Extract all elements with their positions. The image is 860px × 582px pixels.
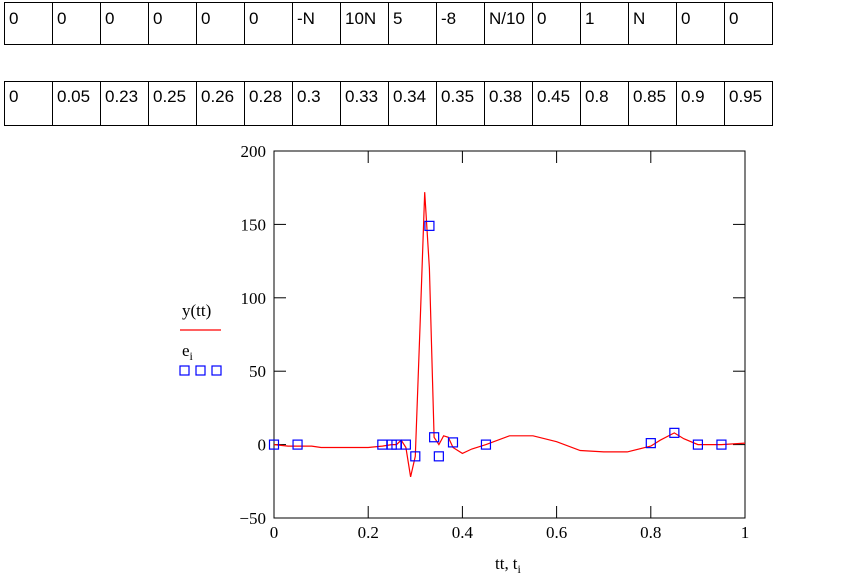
table-cell[interactable]: -8	[436, 2, 485, 45]
data-point-e	[400, 439, 411, 450]
data-point-e	[377, 439, 388, 450]
table-cell[interactable]: 0	[148, 2, 197, 45]
y-tick-label: 50	[249, 362, 266, 381]
table-cell[interactable]: 0.34	[388, 81, 437, 126]
table-cell[interactable]: N	[628, 2, 677, 45]
table-cell[interactable]: 0.85	[628, 81, 677, 126]
y-tick-label: 0	[258, 436, 267, 455]
x-axis-label-sep: ,	[504, 554, 508, 573]
x-axis-label-part2: t	[513, 554, 518, 573]
table-cell[interactable]: 0	[196, 2, 245, 45]
table-cell[interactable]: 0.9	[676, 81, 725, 126]
table-cell[interactable]: 0.23	[100, 81, 149, 126]
x-tick-label: 0.4	[452, 523, 474, 542]
table-cell[interactable]: -N	[292, 2, 341, 45]
values-table-e: 0 0 0 0 0 0 -N 10N 5 -8 N/10 0 1 N 0 0	[4, 2, 773, 45]
y-tick-label: 100	[241, 289, 267, 308]
data-point-e	[292, 439, 303, 450]
legend-points-label: ei	[182, 341, 194, 363]
table-cell[interactable]: 1	[580, 2, 629, 45]
x-tick-label: 0.8	[640, 523, 661, 542]
table-cell[interactable]: 0	[532, 2, 581, 45]
data-point-e	[645, 438, 656, 449]
table-cell[interactable]: 0.3	[292, 81, 341, 126]
table-cell[interactable]: 0.38	[484, 81, 533, 126]
data-point-e	[447, 437, 459, 448]
series-line-y	[273, 192, 746, 478]
x-axis-label-sub: i	[517, 562, 521, 576]
x-tick-label: 1	[741, 523, 750, 542]
data-point-e	[480, 439, 492, 450]
table-cell[interactable]: 0.45	[532, 81, 581, 126]
data-point-e	[692, 439, 704, 450]
values-row-t: 0 0.05 0.23 0.25 0.26 0.28 0.3 0.33 0.34…	[4, 81, 773, 126]
table-cell[interactable]: 10N	[340, 2, 389, 45]
x-axis-label: tt, ti	[495, 554, 521, 576]
legend-points-sub: i	[190, 349, 194, 363]
table-cell[interactable]: 0.28	[244, 81, 293, 126]
values-table-t: 0 0.05 0.23 0.25 0.26 0.28 0.3 0.33 0.34…	[4, 81, 773, 126]
legend-points-main: e	[182, 341, 190, 360]
table-cell[interactable]: 0	[4, 81, 53, 126]
data-point-e	[268, 439, 280, 450]
values-row-e: 0 0 0 0 0 0 -N 10N 5 -8 N/10 0 1 N 0 0	[4, 2, 773, 45]
table-cell[interactable]: 0	[4, 2, 53, 45]
legend-points-swatch	[179, 365, 222, 376]
data-point-e	[424, 220, 435, 231]
data-point-e	[410, 451, 421, 462]
x-tick-label: 0.6	[546, 523, 567, 542]
data-point-e	[429, 432, 440, 443]
plot-frame	[273, 150, 746, 519]
y-tick-label: −50	[239, 509, 266, 528]
y-tick-label: 200	[241, 142, 267, 161]
table-cell[interactable]: 0	[244, 2, 293, 45]
table-cell[interactable]: 0.95	[724, 81, 773, 126]
y-tick-label: 150	[241, 215, 267, 234]
data-point-e	[433, 451, 444, 462]
data-point-e	[669, 427, 680, 438]
table-cell[interactable]: 0.25	[148, 81, 197, 126]
data-point-e	[716, 439, 727, 450]
x-axis-label-part1: tt	[495, 554, 505, 573]
table-cell[interactable]: N/10	[484, 2, 533, 45]
table-cell[interactable]: 5	[388, 2, 437, 45]
x-tick-label: 0.2	[358, 523, 379, 542]
legend-line-label: y(tt)	[182, 301, 211, 320]
table-cell[interactable]: 0.05	[52, 81, 101, 126]
table-cell[interactable]: 0	[100, 2, 149, 45]
table-cell[interactable]: 0	[724, 2, 773, 45]
x-tick-label: 0	[270, 523, 279, 542]
